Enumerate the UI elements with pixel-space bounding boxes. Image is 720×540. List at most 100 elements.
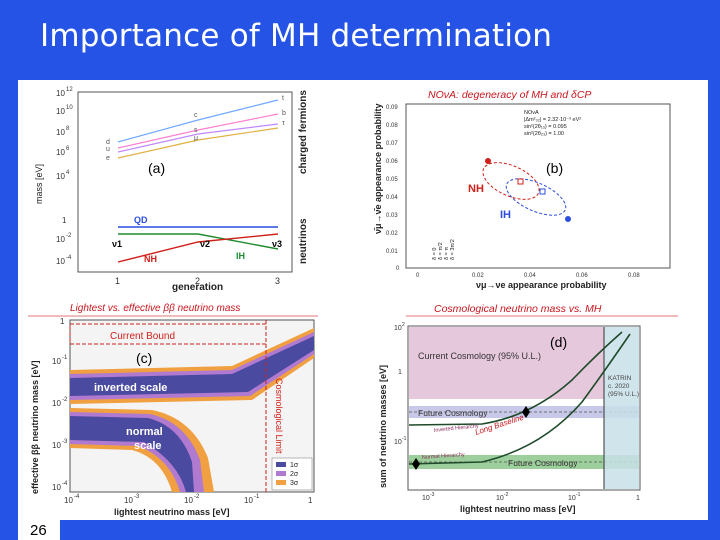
panel-c-ytick: 10 xyxy=(52,357,61,366)
panel-b-frame xyxy=(405,103,671,269)
panel-d-ytick: 1 xyxy=(398,369,402,376)
panel-b-nh-point xyxy=(517,178,524,185)
panel-d-ylabel: sum of neutrino masses [eV] xyxy=(378,365,388,488)
panel-a-nh-line xyxy=(117,233,279,263)
panel-b-ytick: 0.08 xyxy=(386,123,398,129)
panel-d-cosmology: Cosmological neutrino mass vs. MH Curren… xyxy=(372,298,682,518)
panel-a-ytick-exp: -4 xyxy=(66,255,72,261)
panel-b-legend-item: δ = π xyxy=(444,247,450,260)
panel-b-nova-degeneracy: NOνA: degeneracy of MH and δCP 0.09 0.08… xyxy=(372,84,680,292)
panel-d-current-cosmology-label: Current Cosmology (95% U.L.) xyxy=(418,351,541,361)
panel-d-katrin-band xyxy=(604,327,639,489)
page-number-box xyxy=(18,518,60,540)
panel-a-mass-spectrum: 10 12 10 10 10 8 10 6 10 4 1 10 -2 10 -4 mass [… xyxy=(22,84,322,292)
right-border xyxy=(708,80,720,540)
panel-a-ytick-exp: 6 xyxy=(66,146,70,152)
panel-a-ytick-exp: 12 xyxy=(66,87,73,93)
panel-a-ih-label: IH xyxy=(236,251,245,261)
panel-a-label-t: t xyxy=(282,95,284,102)
panel-c-label: (c) xyxy=(136,350,153,366)
panel-a-ytick: 1 xyxy=(62,216,67,225)
panel-c-legend-item: 1σ xyxy=(290,462,299,469)
panel-a-plot: 10 12 10 10 10 8 10 6 10 4 1 10 -2 10 -4 mass [… xyxy=(34,87,309,292)
panel-c-ytick-exp: -1 xyxy=(62,355,68,361)
panel-d-normal-marker xyxy=(412,458,420,470)
panel-b-ytick: 0.03 xyxy=(386,213,398,219)
panel-b-ytick: 0.05 xyxy=(386,177,398,183)
panel-b-nh-label: NH xyxy=(468,183,484,195)
page-number: 26 xyxy=(30,522,47,539)
panel-d-normal-label: Normal Hierarchy xyxy=(422,452,465,461)
panel-c-ytick: 10 xyxy=(52,441,61,450)
panel-a-frame xyxy=(77,91,293,273)
panel-a-ytick: 10 xyxy=(56,89,65,98)
panel-d-katrin-label: KATRIN xyxy=(608,375,632,382)
panel-b-xlabel: νμ→νe appearance probability xyxy=(476,280,607,290)
panel-c-ytick-exp: -3 xyxy=(62,439,68,445)
panel-d-xtick: 10 xyxy=(422,495,430,502)
panel-c-normal-label-1: normal xyxy=(126,426,163,438)
panel-c-ytick: 10 xyxy=(52,483,61,492)
panel-b-ytick: 0.02 xyxy=(386,231,398,237)
panel-a-ytick: 10 xyxy=(56,172,65,181)
panel-c-ytick-exp: -2 xyxy=(62,397,68,403)
panel-c-legend-item: 3σ xyxy=(290,480,299,487)
panel-a-ytick: 10 xyxy=(56,128,65,137)
panel-a-nu1-label: ν1 xyxy=(112,239,122,249)
panel-b-label: (b) xyxy=(546,160,564,176)
panel-a-ytick: 10 xyxy=(56,235,65,244)
panel-a-ytick-exp: 8 xyxy=(66,126,70,132)
panel-b-ih-point xyxy=(565,216,571,222)
panel-a-nu3-label: ν3 xyxy=(272,239,282,249)
panel-a-xlabel: generation xyxy=(172,282,223,292)
panel-a-xtick: 3 xyxy=(275,276,280,286)
panel-a-xtick: 1 xyxy=(115,276,120,286)
panel-d-normal-curve xyxy=(408,333,631,465)
panel-d-ytick-exp: 2 xyxy=(402,322,405,328)
slide-title: Importance of MH determination xyxy=(40,18,553,54)
panel-d-ytick: 10 xyxy=(394,325,402,332)
panel-b-legend-item: δ = 3π/2 xyxy=(450,239,456,260)
panel-d-xtick: 1 xyxy=(636,495,640,502)
panel-a-label-tau: τ xyxy=(282,120,285,127)
panel-c-title: Lightest vs. effective ββ neutrino mass xyxy=(70,303,240,314)
panel-a-label-b: b xyxy=(282,110,286,117)
left-border xyxy=(0,80,18,540)
panel-d-katrin-ul: (95% U.L.) xyxy=(608,391,639,398)
panel-a-nh-label: NH xyxy=(144,254,157,264)
panel-a-xtick: 2 xyxy=(195,276,200,286)
panel-b-xtick: 0.04 xyxy=(524,273,536,279)
panel-a-label-d: d xyxy=(106,139,110,146)
panel-a-ytick: 10 xyxy=(56,107,65,116)
panel-d-inverted-marker xyxy=(522,406,530,418)
panel-d-xlabel: lightest neutrino mass [eV] xyxy=(460,504,576,514)
panel-a-ih-line xyxy=(118,233,279,250)
panel-d-xtick: 10 xyxy=(496,495,504,502)
panel-b-ylabel: ν̄μ→ν̄e appearance probability xyxy=(373,103,383,234)
panel-d-xtick: 10 xyxy=(568,495,576,502)
panel-b-info-line: |Δm²₃₂| = 2.32·10⁻³ eV² xyxy=(524,117,581,123)
panel-b-legend-item: δ = 0 xyxy=(432,248,438,260)
panel-c-legend-swatch xyxy=(276,462,286,467)
panel-d-xtick-exp: -1 xyxy=(576,492,581,498)
panel-d-title: Cosmological neutrino mass vs. MH xyxy=(434,303,602,315)
panel-c-xtick: 10 xyxy=(64,496,73,505)
panel-c-inverted-band-1sigma xyxy=(70,336,314,396)
panel-d-inverted-label: Inverted Hierarchy xyxy=(434,423,480,434)
panel-a-neutrinos-label: neutrinos xyxy=(298,218,309,264)
panel-a-down-quark-line xyxy=(117,113,279,149)
panel-a-strange-line xyxy=(117,127,279,159)
panel-c-xtick-exp: -3 xyxy=(134,494,140,500)
panel-d-inverted-curve xyxy=(408,331,623,426)
panel-b-ytick: 0.09 xyxy=(386,105,398,111)
panel-b-ytick: 0 xyxy=(396,266,400,272)
panel-c-xlabel: lightest neutrino mass [eV] xyxy=(114,507,230,517)
panel-c-xtick: 10 xyxy=(124,496,133,505)
panel-d-ytick-exp: -1 xyxy=(402,436,407,442)
panel-a-up-quark-line xyxy=(117,99,279,143)
panel-c-xtick: 1 xyxy=(308,496,313,505)
panel-a-label-e: e xyxy=(106,155,110,162)
panel-d-current-cosmology-band xyxy=(409,327,604,399)
panel-c-effective-mass: Lightest vs. effective ββ neutrino mass … xyxy=(22,298,322,518)
panel-c-ytick: 10 xyxy=(52,399,61,408)
